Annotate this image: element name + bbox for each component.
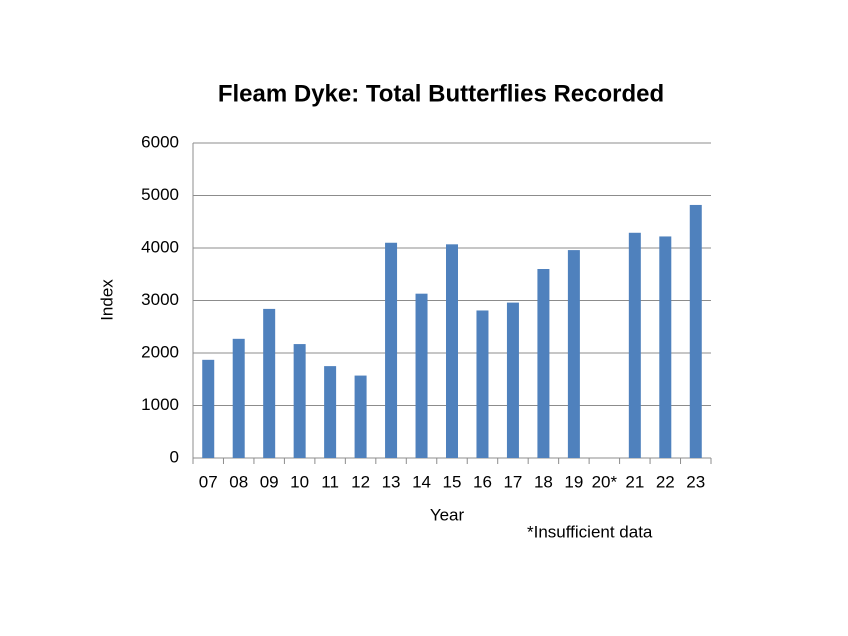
bar [537,269,550,458]
x-tick-label: 08 [229,472,248,491]
y-tick-label: 3000 [141,290,179,309]
x-tick-label: 11 [321,472,339,491]
y-axis-label: Index [97,279,116,321]
x-tick-label: 12 [351,472,370,491]
x-tick-label: 22 [656,472,675,491]
y-tick-label: 0 [170,447,179,466]
y-tick-label: 6000 [141,132,179,151]
bar [324,366,337,458]
bar [202,359,215,458]
bar [689,204,702,458]
y-tick-label: 5000 [141,185,179,204]
y-tick-label: 4000 [141,237,179,256]
bar [415,293,428,458]
x-tick-label: 14 [412,472,431,491]
x-tick-label: 10 [290,472,309,491]
y-tick-label: 1000 [141,395,179,414]
bar [659,236,672,458]
x-tick-label: 19 [564,472,583,491]
x-tick-label: 21 [625,472,644,491]
x-tick-label: 20* [592,472,618,491]
x-tick-label: 09 [260,472,279,491]
bar [476,310,489,458]
bar [232,338,245,458]
annotation: *Insufficient data [527,522,653,541]
x-tick-label: 16 [473,472,492,491]
x-tick-label: 18 [534,472,553,491]
bar [293,344,306,458]
bar [446,244,458,458]
bar [263,308,276,458]
x-tick-label: 13 [382,472,401,491]
bar [628,232,641,458]
chart-title: Fleam Dyke: Total Butterflies Recorded [218,80,664,107]
bar [385,242,398,458]
y-tick-label: 2000 [141,342,179,361]
bar [506,302,519,458]
bar [354,375,367,458]
x-tick-label: 07 [199,472,218,491]
x-tick-label: 15 [443,472,462,491]
x-tick-label: 23 [686,472,705,491]
x-tick-label: 17 [503,472,522,491]
x-axis-label: Year [430,505,465,524]
bar [567,250,580,458]
